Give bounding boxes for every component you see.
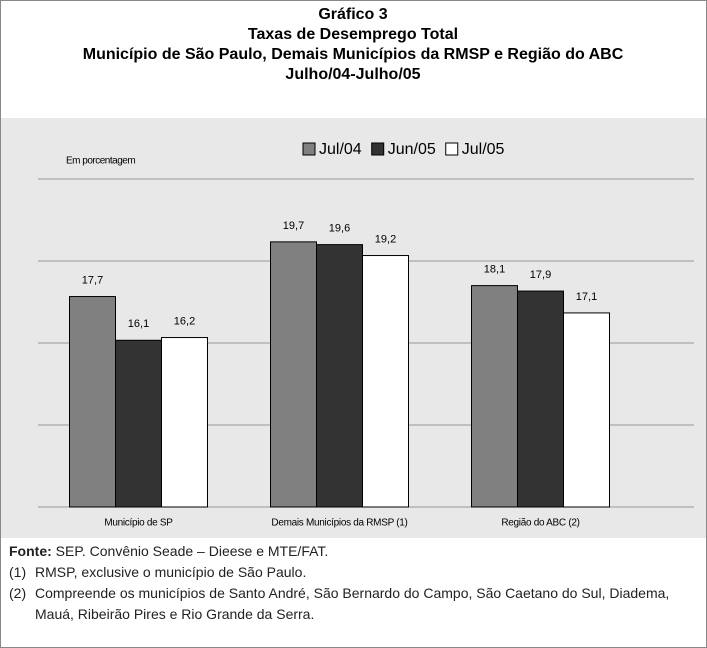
chart-title: Município de São Paulo, Demais Município… — [83, 46, 624, 63]
bar — [517, 290, 564, 508]
chart-title: Gráfico 3 — [318, 6, 387, 23]
value-label: 19,6 — [329, 223, 350, 235]
bar — [270, 241, 317, 508]
x-tick-label: Demais Municípios da RMSP (1) — [271, 518, 407, 529]
source-text: SEP. Convênio Seade – Dieese e MTE/FAT. — [55, 543, 329, 559]
footer: Fonte: SEP. Convênio Seade – Dieese e MT… — [9, 541, 699, 625]
value-label: 18,1 — [484, 264, 505, 276]
value-label: 19,7 — [283, 220, 304, 232]
legend-label: Jun/05 — [388, 141, 436, 158]
note: (2) Compreende os municípios de Santo And… — [9, 583, 699, 625]
bar — [316, 244, 363, 508]
legend-label: Jul/05 — [462, 141, 505, 158]
note-text: Compreende os municípios de Santo André,… — [35, 585, 670, 622]
bar — [69, 296, 116, 508]
note-text: RMSP, exclusive o município de São Paulo… — [35, 564, 307, 580]
note-marker: (2) — [9, 585, 27, 601]
value-label: 16,1 — [128, 318, 149, 330]
bar — [362, 255, 409, 508]
value-label: 17,9 — [530, 269, 551, 281]
value-label: 17,1 — [576, 291, 597, 303]
note: (1) RMSP, exclusive o município de São Pa… — [9, 562, 699, 583]
bar — [471, 285, 518, 508]
source: Fonte: SEP. Convênio Seade – Dieese e MT… — [9, 541, 699, 562]
chart: Gráfico 3 Taxas de Desemprego Total Muni… — [1, 6, 706, 538]
source-label: Fonte: — [9, 543, 52, 559]
x-tick-label: Município de SP — [104, 518, 173, 529]
legend-swatch — [371, 142, 385, 156]
legend-swatch — [445, 142, 459, 156]
value-label: 17,7 — [82, 274, 103, 286]
chart-title: Julho/04-Julho/05 — [285, 66, 420, 83]
legend-label: Jul/04 — [319, 141, 362, 158]
bar — [161, 337, 208, 508]
x-tick-label: Região do ABC (2) — [501, 518, 579, 529]
legend-swatch — [302, 142, 316, 156]
bar — [115, 339, 162, 508]
value-label: 19,2 — [375, 233, 396, 245]
note-marker: (1) — [9, 564, 27, 580]
bar — [563, 312, 610, 508]
y-axis-label: Em porcentagem — [66, 156, 135, 167]
chart-title: Taxas de Desemprego Total — [248, 26, 458, 43]
value-label: 16,2 — [174, 315, 195, 327]
